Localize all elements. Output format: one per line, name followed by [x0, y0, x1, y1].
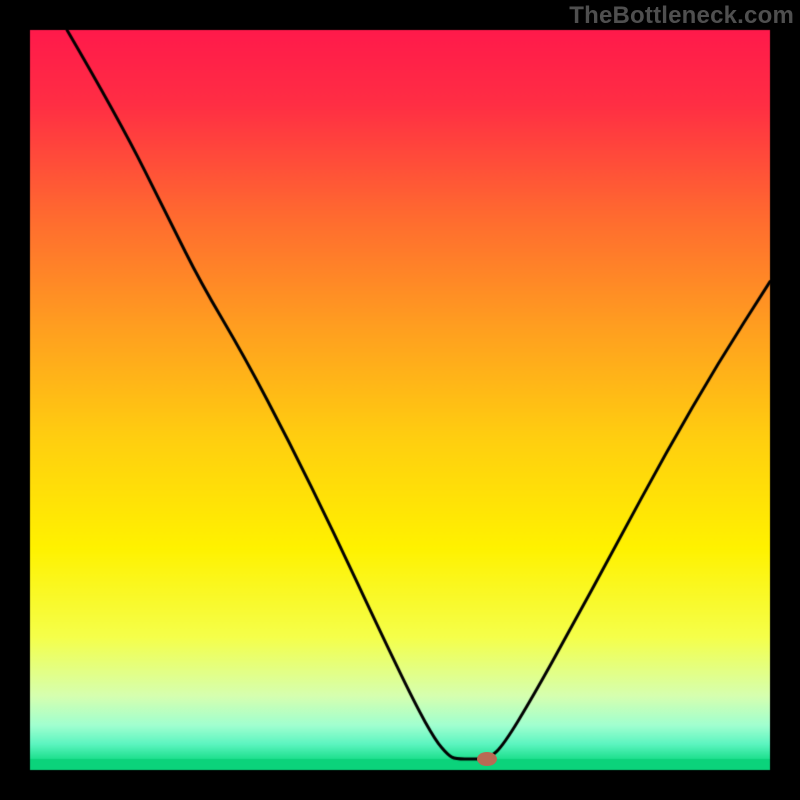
chart-container: TheBottleneck.com	[0, 0, 800, 800]
watermark-text: TheBottleneck.com	[569, 2, 794, 30]
v-curve-line	[0, 0, 800, 800]
bottleneck-marker	[477, 752, 497, 766]
